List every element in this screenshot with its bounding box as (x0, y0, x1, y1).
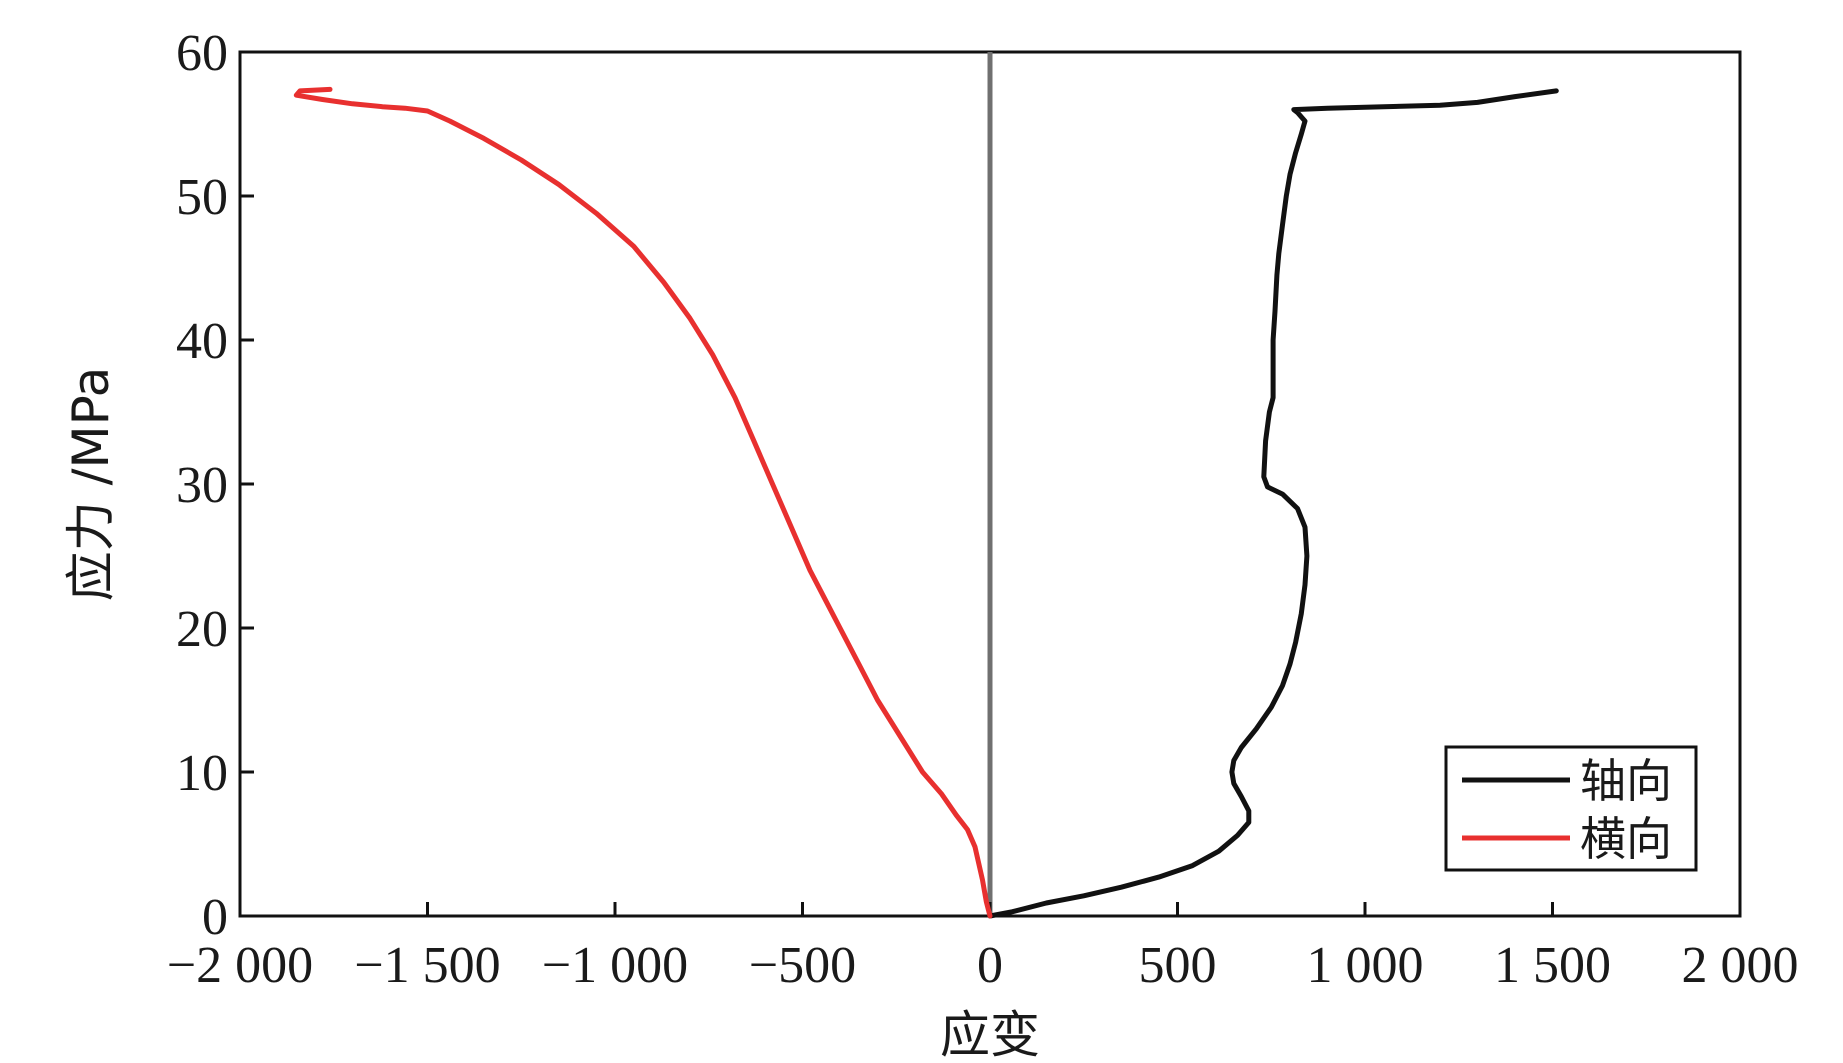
x-tick-label: −1 500 (354, 937, 500, 994)
x-tick-label: 0 (977, 937, 1003, 994)
series-line-axial (987, 88, 1559, 919)
y-tick-label: 50 (176, 169, 228, 226)
y-tick-label: 0 (202, 889, 228, 946)
y-tick-label: 40 (176, 313, 228, 370)
y-tick-label: 30 (176, 457, 228, 514)
y-tick-label: 10 (176, 745, 228, 802)
x-axis-ticks: −2 000 −1 500 −1 000 −500 0 500 1 000 1 500 2 00… (167, 902, 1799, 994)
y-axis-title: 应力 /MPa (62, 367, 120, 601)
legend-label-axial: 轴向 (1580, 754, 1672, 808)
x-tick-label: −2 000 (167, 937, 313, 994)
x-tick-label: −500 (749, 937, 856, 994)
x-tick-label: −1 000 (542, 937, 688, 994)
x-tick-label: 1 000 (1307, 937, 1424, 994)
legend-box (1444, 745, 1698, 872)
x-tick-label: 1 500 (1494, 937, 1611, 994)
y-tick-label: 20 (176, 601, 228, 658)
x-tick-label: 500 (1139, 937, 1217, 994)
x-tick-label: 2 000 (1682, 937, 1799, 994)
y-axis-ticks: 0 10 20 30 40 50 60 (176, 25, 254, 946)
series-line-lateral (293, 86, 993, 919)
x-axis-title: 应变 (940, 1006, 1040, 1063)
legend: 轴向 横向 (1444, 745, 1698, 872)
y-tick-label: 60 (176, 25, 228, 82)
series-layer (293, 86, 1559, 919)
legend-label-lateral: 横向 (1580, 812, 1672, 866)
